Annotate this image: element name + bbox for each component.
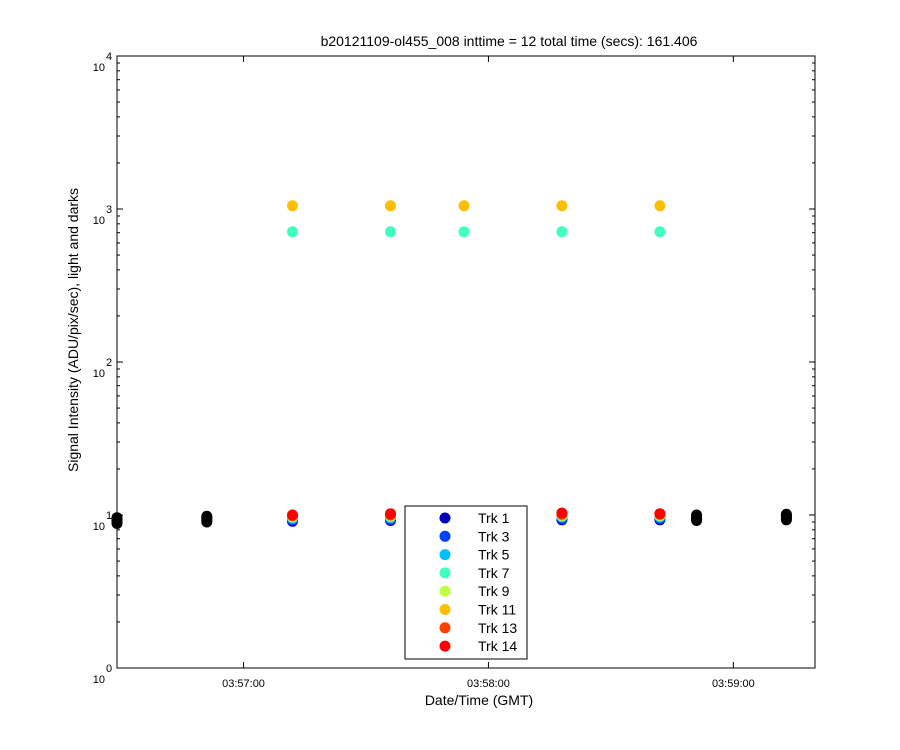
data-point [654, 226, 666, 238]
y-tick-label-exponent: 2 [106, 357, 112, 369]
data-point [556, 507, 568, 519]
legend-marker [439, 530, 451, 542]
legend-marker [439, 604, 451, 615]
legend-label: Trk 1 [478, 510, 510, 526]
legend-marker [439, 640, 451, 652]
y-tick-label-exponent: 3 [106, 204, 112, 216]
x-tick-label: 03:59:00 [712, 678, 755, 690]
y-tick-label-base: 10 [93, 368, 105, 380]
series-dark-frames [111, 508, 792, 529]
data-point [556, 226, 568, 238]
legend-label: Trk 9 [478, 583, 510, 599]
y-tick-label-base: 10 [93, 674, 105, 686]
y-axis-title: Signal Intensity (ADU/pix/sec), light an… [65, 188, 81, 472]
data-point [111, 512, 123, 524]
legend-marker [439, 585, 451, 597]
data-point [556, 200, 568, 212]
series-trk-14 [287, 507, 666, 521]
legend: Trk 1 Trk 3 Trk 5 Trk 7 Trk 9 Trk 11 Trk 13 Trk… [404, 505, 528, 660]
legend-label: Trk 3 [478, 528, 510, 544]
chart-title: b20121109-ol455_008 inttime = 12 total t… [321, 33, 698, 49]
legend-marker [439, 567, 451, 579]
legend-label: Trk 13 [478, 620, 517, 636]
legend-marker [439, 512, 451, 524]
data-point [287, 200, 298, 212]
y-tick-label-exponent: 4 [106, 51, 112, 63]
data-point [201, 510, 213, 522]
data-points [111, 200, 792, 529]
y-tick-label-exponent: 1 [106, 510, 112, 522]
y-tick-label-base: 10 [93, 215, 105, 227]
series-trk-7 [287, 226, 666, 238]
data-point [458, 226, 470, 238]
data-point [287, 226, 298, 238]
legend-marker [439, 549, 451, 561]
data-point [654, 508, 666, 520]
legend-label: Trk 11 [478, 602, 516, 618]
x-tick-label: 03:58:00 [467, 678, 510, 690]
x-axis-title: Date/Time (GMT) [425, 692, 533, 708]
data-point [654, 200, 666, 212]
data-point [458, 200, 470, 212]
data-point [691, 509, 703, 521]
data-point [385, 508, 396, 520]
legend-label: Trk 7 [478, 565, 510, 581]
legend-marker [439, 622, 451, 634]
legend-box [404, 505, 528, 660]
data-point [287, 509, 298, 521]
legend-label: Trk 14 [478, 638, 517, 654]
y-tick-label-base: 10 [93, 521, 105, 533]
data-point [780, 508, 792, 520]
data-point [385, 200, 396, 212]
y-tick-label-exponent: 0 [106, 663, 112, 675]
legend-label: Trk 5 [478, 547, 510, 563]
data-point [385, 226, 396, 238]
x-tick-label: 03:57:00 [222, 678, 265, 690]
y-tick-label-base: 10 [93, 62, 105, 74]
series-trk-11 [287, 200, 666, 212]
